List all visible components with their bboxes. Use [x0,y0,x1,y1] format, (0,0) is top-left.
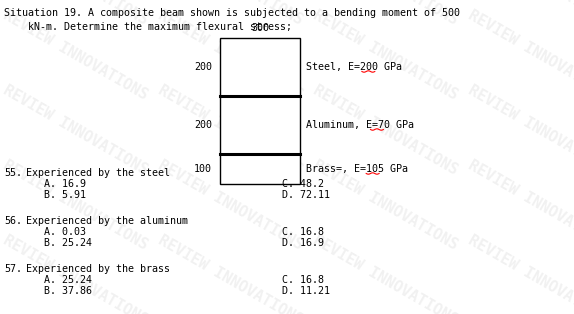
Text: A. 0.03: A. 0.03 [44,227,86,237]
Text: 57.: 57. [4,264,22,274]
Text: C. 16.8: C. 16.8 [282,275,324,285]
Text: REVIEW INNOVATIONS: REVIEW INNOVATIONS [310,8,460,103]
Text: REVIEW INNOVATIONS: REVIEW INNOVATIONS [0,83,150,177]
Text: A. 16.9: A. 16.9 [44,179,86,189]
Text: REVIEW INNOVATIONS: REVIEW INNOVATIONS [0,0,150,28]
Text: REVIEW INNOVATIONS: REVIEW INNOVATIONS [0,232,150,314]
Text: REVIEW INNOVATIONS: REVIEW INNOVATIONS [155,8,305,103]
Bar [220,38,300,184]
Text: REVIEW INNOVATIONS: REVIEW INNOVATIONS [155,83,305,177]
Text: Experienced by the brass: Experienced by the brass [26,264,170,274]
Text: REVIEW INNOVATIONS: REVIEW INNOVATIONS [465,83,574,177]
Text: REVIEW INNOVATIONS: REVIEW INNOVATIONS [310,83,460,177]
Text: A. 25.24: A. 25.24 [44,275,92,285]
Text: D. 11.21: D. 11.21 [282,286,330,296]
Text: D. 72.11: D. 72.11 [282,190,330,200]
Text: kN-m. Determine the maximum flexural stress;: kN-m. Determine the maximum flexural str… [4,22,292,32]
Text: REVIEW INNOVATIONS: REVIEW INNOVATIONS [155,232,305,314]
Text: C. 48.2: C. 48.2 [282,179,324,189]
Text: 200: 200 [194,120,212,130]
Text: 56.: 56. [4,216,22,226]
Text: REVIEW INNOVATIONS: REVIEW INNOVATIONS [0,157,150,252]
Text: Steel, E=200 GPa: Steel, E=200 GPa [306,62,402,72]
Text: 300: 300 [251,23,269,33]
Text: B. 37.86: B. 37.86 [44,286,92,296]
Text: REVIEW INNOVATIONS: REVIEW INNOVATIONS [0,8,150,103]
Text: B. 5.91: B. 5.91 [44,190,86,200]
Text: REVIEW INNOVATIONS: REVIEW INNOVATIONS [155,0,305,28]
Text: B. 25.24: B. 25.24 [44,238,92,248]
Text: D. 16.9: D. 16.9 [282,238,324,248]
Text: Experienced by the steel: Experienced by the steel [26,168,170,178]
Text: C. 16.8: C. 16.8 [282,227,324,237]
Text: REVIEW INNOVATIONS: REVIEW INNOVATIONS [155,157,305,252]
Text: Aluminum, E=70 GPa: Aluminum, E=70 GPa [306,120,414,130]
Text: REVIEW INNOVATIONS: REVIEW INNOVATIONS [465,0,574,28]
Text: REVIEW INNOVATIONS: REVIEW INNOVATIONS [310,232,460,314]
Text: Brass=, E=105 GPa: Brass=, E=105 GPa [306,164,408,174]
Text: 200: 200 [194,62,212,72]
Text: 100: 100 [194,164,212,174]
Text: Experienced by the aluminum: Experienced by the aluminum [26,216,188,226]
Text: 55.: 55. [4,168,22,178]
Text: REVIEW INNOVATIONS: REVIEW INNOVATIONS [465,8,574,103]
Text: REVIEW INNOVATIONS: REVIEW INNOVATIONS [310,157,460,252]
Text: REVIEW INNOVATIONS: REVIEW INNOVATIONS [465,232,574,314]
Text: REVIEW INNOVATIONS: REVIEW INNOVATIONS [465,157,574,252]
Text: Situation 19. A composite beam shown is subjected to a bending moment of 500: Situation 19. A composite beam shown is … [4,8,460,18]
Text: REVIEW INNOVATIONS: REVIEW INNOVATIONS [310,0,460,28]
